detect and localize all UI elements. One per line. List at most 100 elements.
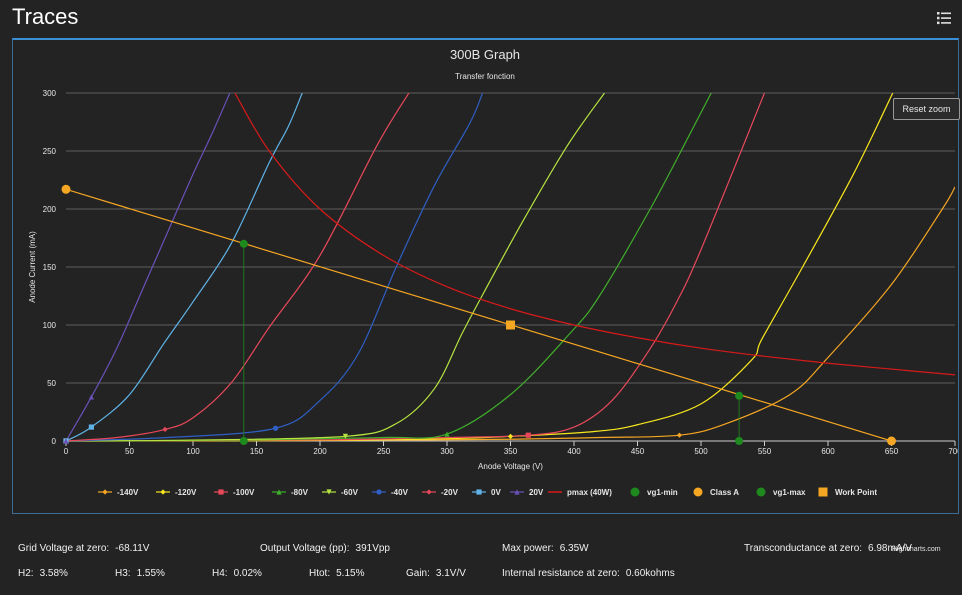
- data-point-80v: [444, 431, 450, 437]
- x-tick-label: 50: [125, 447, 134, 456]
- x-tick-label: 300: [440, 447, 454, 456]
- stat-h4: H4: 0.02%: [212, 568, 262, 579]
- legend-item-140v[interactable]: -140V: [98, 488, 139, 497]
- series-line-pmax-40w: [234, 93, 955, 376]
- legend-item-40v[interactable]: -40V: [372, 488, 409, 497]
- legend-item-120v[interactable]: -120V: [156, 488, 197, 497]
- stat-label: Transconductance at zero:: [744, 543, 863, 554]
- x-tick-label: 550: [758, 447, 772, 456]
- legend-item-vg1-min[interactable]: vg1-min: [630, 487, 678, 498]
- stat-h2: H2: 3.58%: [18, 568, 68, 579]
- highcharts-credit[interactable]: Highcharts.com: [892, 546, 941, 553]
- data-point-work-point: [506, 320, 515, 330]
- legend-item-100v[interactable]: -100V: [214, 488, 255, 497]
- x-tick-label: 150: [250, 447, 264, 456]
- stat-value: 6.35W: [559, 543, 589, 554]
- y-tick-label: 300: [43, 89, 57, 98]
- data-point-100v: [525, 432, 531, 438]
- series-line-60v: [66, 93, 605, 442]
- stat-value: 0.02%: [233, 568, 262, 579]
- series-line-80v: [66, 93, 712, 442]
- menu-icon[interactable]: [936, 10, 952, 26]
- stat-value: -68.11V: [115, 543, 150, 554]
- legend-label: -60V: [341, 488, 359, 497]
- legend-label: -80V: [291, 488, 309, 497]
- stat-h3: H3: 1.55%: [115, 568, 165, 579]
- series-line-140v: [66, 186, 955, 442]
- data-point-vg1-max: [735, 437, 744, 445]
- legend-item-work-point[interactable]: Work Point: [818, 487, 878, 498]
- reset-zoom-button[interactable]: Reset zoom: [893, 98, 960, 120]
- x-tick-label: 250: [377, 447, 391, 456]
- legend-item-vg1-max[interactable]: vg1-max: [756, 487, 807, 498]
- legend-item-20v[interactable]: 20V: [510, 488, 544, 497]
- series-line-20v: [66, 93, 410, 442]
- plot-area: [66, 93, 955, 442]
- x-tick-label: 500: [694, 447, 708, 456]
- legend-label: -40V: [391, 488, 409, 497]
- data-point-120v: [507, 433, 514, 439]
- legend-symbol: [630, 487, 640, 497]
- legend-item-20v[interactable]: -20V: [422, 488, 459, 497]
- x-tick-label: 350: [504, 447, 518, 456]
- legend-label: 0V: [491, 488, 501, 497]
- x-tick-label: 650: [885, 447, 899, 456]
- legend-item-pmax-40w[interactable]: pmax (40W): [548, 488, 612, 497]
- data-point-class-a: [61, 184, 71, 194]
- legend-label: -140V: [117, 488, 139, 497]
- legend-symbol: [756, 487, 766, 497]
- stat-label: Internal resistance at zero:: [502, 568, 620, 579]
- stat-gain: Gain: 3.1V/V: [406, 568, 466, 579]
- stat-value: 3.58%: [39, 568, 68, 579]
- legend-symbol: [276, 489, 282, 495]
- x-tick-label: 400: [567, 447, 581, 456]
- x-tick-label: 0: [64, 447, 69, 456]
- legend-symbol: [426, 489, 432, 495]
- data-point-vg1-min: [239, 437, 248, 445]
- legend-label: -20V: [441, 488, 459, 497]
- stat-internal-resistance: Internal resistance at zero: 0.60kohms: [502, 568, 675, 579]
- data-point-40v: [272, 425, 279, 431]
- stat-label: Output Voltage (pp):: [260, 543, 350, 554]
- stat-label: Max power:: [502, 543, 554, 554]
- series-line-20v: [66, 93, 231, 442]
- legend-item-0v[interactable]: 0V: [472, 488, 501, 497]
- legend-label: pmax (40W): [567, 488, 612, 497]
- legend-symbol: [326, 489, 332, 495]
- legend-label: vg1-min: [647, 488, 678, 497]
- y-tick-label: 250: [43, 147, 57, 156]
- stat-value: 5.15%: [336, 568, 365, 579]
- x-tick-label: 600: [821, 447, 835, 456]
- stat-value: 3.1V/V: [435, 568, 466, 579]
- stat-htot: Htot: 5.15%: [309, 568, 364, 579]
- legend-item-class-a[interactable]: Class A: [693, 487, 740, 498]
- stat-value: 1.55%: [136, 568, 165, 579]
- x-tick-label: 450: [631, 447, 645, 456]
- legend-symbol: [693, 487, 703, 497]
- data-point-vg1-min: [239, 239, 248, 248]
- stat-label: H4:: [212, 568, 228, 579]
- x-tick-label: 700: [948, 447, 958, 456]
- legend-symbol: [476, 489, 482, 495]
- data-point-60v: [342, 433, 348, 439]
- data-point-vg1-max: [735, 391, 744, 400]
- chart-title: 300B Graph: [450, 47, 520, 62]
- legend-symbol: [218, 489, 224, 495]
- stat-grid-voltage: Grid Voltage at zero: -68.11V: [18, 543, 149, 554]
- stat-label: Grid Voltage at zero:: [18, 543, 110, 554]
- stat-transconductance: Transconductance at zero: 6.98mA/V: [744, 543, 912, 554]
- x-tick-label: 200: [313, 447, 327, 456]
- legend-item-60v[interactable]: -60V: [322, 488, 359, 497]
- data-point-20v: [88, 394, 94, 400]
- legend-item-80v[interactable]: -80V: [272, 488, 309, 497]
- y-tick-label: 100: [43, 321, 57, 330]
- y-tick-label: 150: [43, 263, 57, 272]
- legend-symbol: [160, 489, 166, 495]
- stat-max-power: Max power: 6.35W: [502, 543, 589, 554]
- stat-value: 0.60kohms: [625, 568, 675, 579]
- series-line-120v: [66, 93, 894, 442]
- series-line-0v: [66, 93, 303, 442]
- legend-label: vg1-max: [773, 488, 806, 497]
- legend-symbol: [376, 489, 382, 495]
- y-axis-label: Anode Current (mA): [28, 231, 37, 303]
